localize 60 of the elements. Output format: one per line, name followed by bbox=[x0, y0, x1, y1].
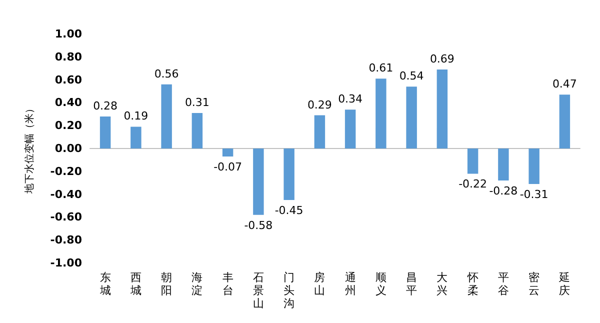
data-label: 0.34 bbox=[338, 92, 363, 106]
bar bbox=[344, 110, 356, 148]
bar bbox=[161, 84, 172, 148]
data-label: 0.29 bbox=[307, 98, 332, 112]
x-tick-label: 通州 bbox=[344, 271, 356, 297]
x-tick-label: 门头沟 bbox=[284, 271, 295, 310]
bar bbox=[284, 148, 294, 200]
bar bbox=[528, 148, 540, 184]
bar bbox=[253, 148, 264, 215]
bar bbox=[498, 148, 509, 181]
bar bbox=[130, 126, 142, 148]
x-tick-label: 密云 bbox=[528, 271, 540, 297]
x-tick-label: 延庆 bbox=[558, 271, 570, 297]
data-label: 0.31 bbox=[184, 96, 210, 110]
x-tick-label: 昌平 bbox=[406, 271, 418, 297]
x-tick-label: 房山 bbox=[314, 271, 326, 297]
data-label: 0.56 bbox=[154, 67, 179, 80]
data-label: 0.54 bbox=[399, 70, 424, 83]
bar bbox=[376, 78, 386, 148]
y-tick-label: -0.60 bbox=[50, 210, 82, 224]
data-label: -0.58 bbox=[244, 218, 273, 232]
bar bbox=[467, 148, 478, 174]
y-tick-label: 0.80 bbox=[54, 50, 82, 64]
bar bbox=[100, 116, 111, 148]
x-tick-label: 丰台 bbox=[222, 271, 234, 297]
bar bbox=[192, 113, 203, 148]
data-label: -0.28 bbox=[489, 184, 518, 198]
x-tick-label: 顺义 bbox=[375, 271, 386, 297]
data-label: -0.45 bbox=[274, 204, 304, 218]
data-label: 0.69 bbox=[430, 52, 454, 66]
data-label: -0.07 bbox=[214, 160, 242, 174]
y-tick-label: 0.00 bbox=[54, 142, 82, 155]
data-label: -0.22 bbox=[458, 178, 488, 191]
bar bbox=[436, 69, 448, 148]
data-label: 0.28 bbox=[93, 99, 118, 112]
y-tick-label: -0.20 bbox=[50, 164, 82, 178]
x-tick-label: 石景山 bbox=[252, 271, 264, 310]
y-tick-label: 0.20 bbox=[54, 119, 82, 132]
y-axis-title: 地下水位变幅（米） bbox=[24, 104, 36, 194]
data-label: -0.31 bbox=[520, 188, 548, 201]
bar bbox=[406, 86, 417, 148]
y-tick-label: -0.80 bbox=[50, 234, 82, 247]
bar bbox=[222, 148, 234, 157]
data-label: 0.19 bbox=[124, 110, 148, 123]
x-tick-label: 大兴 bbox=[436, 271, 448, 297]
x-tick-label: 西城 bbox=[129, 271, 142, 297]
y-tick-label: -1.00 bbox=[50, 256, 82, 270]
x-tick-label: 平谷 bbox=[498, 271, 509, 297]
y-tick-label: 0.40 bbox=[54, 96, 82, 110]
y-tick-label: 0.60 bbox=[54, 73, 82, 86]
bar bbox=[559, 94, 570, 148]
data-label: 0.47 bbox=[552, 78, 577, 91]
x-tick-label: 怀柔 bbox=[466, 271, 478, 297]
x-tick-label: 海淀 bbox=[192, 271, 203, 297]
x-tick-label: 东城 bbox=[98, 271, 111, 297]
data-label: 0.61 bbox=[368, 62, 394, 75]
y-tick-label: -0.40 bbox=[50, 188, 82, 201]
bar bbox=[314, 115, 326, 148]
x-tick-label: 朝阳 bbox=[161, 271, 172, 297]
y-tick-label: 1.00 bbox=[54, 28, 82, 40]
